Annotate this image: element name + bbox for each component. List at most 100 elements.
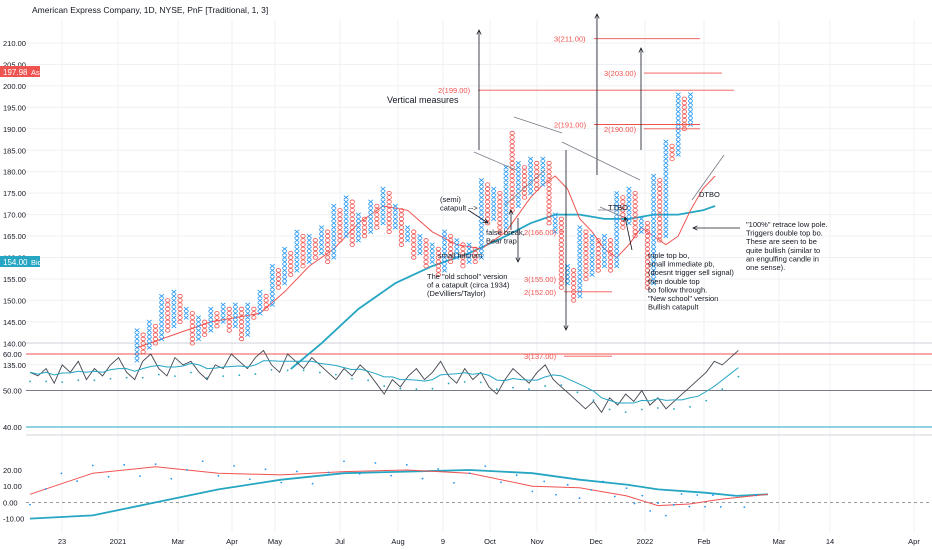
- false-break-arrow[interactable]: [508, 209, 514, 230]
- measure-arrow-up-1[interactable]: [476, 29, 482, 150]
- x-box: [663, 156, 669, 162]
- x-box: [552, 212, 558, 217]
- x-box: [651, 238, 657, 243]
- target-level[interactable]: 2(152.00): [524, 288, 612, 297]
- x-box: [380, 186, 386, 192]
- o-box: [349, 220, 355, 226]
- o-box: [497, 190, 503, 196]
- x-box: [675, 92, 681, 97]
- x-column: [331, 203, 337, 260]
- o-column: [214, 311, 220, 329]
- lower-dot: [280, 481, 283, 484]
- x-box: [589, 268, 595, 273]
- x-box: [503, 195, 509, 200]
- o-box: [484, 212, 491, 217]
- o-box: [460, 259, 466, 264]
- o-box: [398, 220, 405, 226]
- target-level[interactable]: 2(191.00): [554, 121, 700, 130]
- trend-line-3[interactable]: [561, 141, 641, 181]
- target-level[interactable]: 2(199.00): [438, 86, 734, 95]
- trend-line-1[interactable]: [473, 151, 517, 171]
- time-tick-label: 14: [826, 537, 834, 546]
- ttbo-lower[interactable]: [599, 206, 624, 218]
- x-box: [232, 302, 238, 307]
- o-box: [411, 251, 417, 256]
- lower-tick-label: 10.00: [3, 482, 22, 491]
- o-box: [534, 186, 540, 192]
- x-box: [651, 182, 657, 187]
- lower-dot: [704, 505, 706, 508]
- lower-dot: [421, 477, 424, 480]
- trend-line-4[interactable]: [504, 169, 546, 206]
- time-tick-label: Feb: [698, 537, 711, 546]
- oscillator-signal-dot: [125, 376, 128, 379]
- o-box: [435, 246, 441, 252]
- target-level[interactable]: 2(166.00): [524, 228, 564, 237]
- x-box: [614, 225, 620, 230]
- o-box: [509, 182, 515, 187]
- x-box: [601, 255, 607, 260]
- target-level[interactable]: 3(155.00): [524, 275, 564, 284]
- x-box: [651, 276, 657, 282]
- triple-top-arrow[interactable]: [623, 216, 633, 251]
- x-box: [651, 212, 657, 217]
- x-column: [195, 315, 202, 342]
- lower-dot: [343, 460, 345, 463]
- lower-dot: [390, 474, 392, 477]
- target-level[interactable]: 3(137.00): [524, 352, 612, 361]
- o-box: [644, 255, 651, 260]
- o-box: [288, 268, 294, 273]
- measure-arrow-up-3[interactable]: [638, 47, 644, 150]
- x-box: [675, 96, 681, 101]
- time-axis[interactable]: 23 2021 Mar Apr May Jul Aug 9 Oct Nov Dec 2022 Feb Ma…: [58, 537, 921, 546]
- o-box: [497, 220, 503, 226]
- x-box: [663, 186, 669, 192]
- semi-catapult-arrow[interactable]: [467, 209, 489, 224]
- x-box: [589, 246, 595, 252]
- bid-badge[interactable]: 154.00 Bid: [0, 256, 42, 267]
- annotation-retrace: "100%" retrace low pole. Triggers double …: [746, 220, 828, 272]
- x-box: [269, 289, 275, 295]
- measure-arrow-down-2[interactable]: [515, 218, 521, 263]
- o-box: [238, 328, 245, 333]
- price-tick-label: 210.00: [3, 39, 26, 48]
- o-box: [620, 212, 626, 217]
- x-box: [343, 203, 349, 209]
- oscillator-signal-dot: [496, 388, 498, 391]
- oscillator-signal-dot: [592, 399, 595, 402]
- o-box: [534, 182, 540, 187]
- retrace-arrow[interactable]: [692, 225, 740, 231]
- measure-arrow-down-1[interactable]: [563, 150, 569, 331]
- target-level[interactable]: 2(190.00): [604, 125, 700, 134]
- oscillator-series: [29, 349, 740, 414]
- o-box: [312, 255, 318, 260]
- o-box: [546, 199, 552, 204]
- dtbo-trend[interactable]: [691, 154, 725, 201]
- trend-line-2[interactable]: [513, 116, 563, 134]
- measure-arrow-up-2[interactable]: [594, 13, 600, 175]
- oscillator-signal-dot: [689, 406, 691, 408]
- o-box: [521, 190, 528, 196]
- price-tick-label: 155.00: [3, 275, 26, 284]
- x-box: [651, 178, 657, 183]
- o-column: [534, 160, 540, 192]
- o-box: [263, 302, 269, 307]
- annotation-line: "New school" version: [648, 294, 718, 303]
- o-box: [189, 323, 195, 329]
- ask-badge[interactable]: 197.98 Ask: [0, 66, 44, 77]
- o-box: [583, 233, 589, 239]
- x-box: [491, 190, 497, 196]
- target-level[interactable]: 3(203.00): [604, 69, 722, 78]
- x-column: [675, 92, 681, 157]
- o-box: [275, 272, 282, 277]
- o-box: [361, 225, 368, 230]
- x-box: [528, 182, 534, 187]
- x-box: [651, 203, 657, 209]
- o-box: [238, 319, 245, 325]
- lower-dot: [578, 497, 581, 500]
- x-box: [171, 306, 177, 312]
- x-box: [540, 178, 546, 183]
- target-level[interactable]: 3(211.00): [554, 35, 700, 44]
- o-box: [583, 263, 589, 269]
